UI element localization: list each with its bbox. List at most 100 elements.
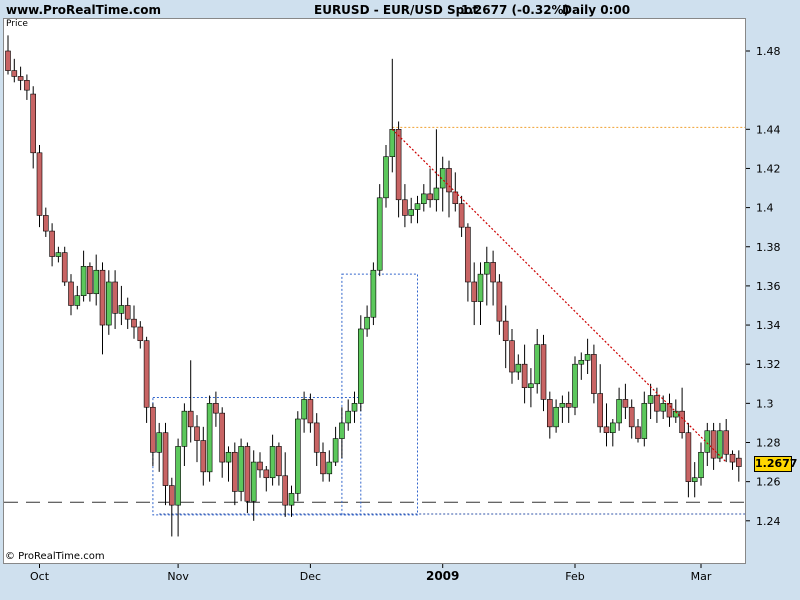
candle	[628, 399, 635, 439]
candle-body	[301, 399, 307, 420]
candle-body	[603, 426, 610, 434]
candle-body	[30, 93, 37, 154]
candle-body	[11, 70, 18, 77]
candle	[496, 274, 503, 335]
instrument-name: EURUSD - EUR/USD Spot	[314, 3, 479, 17]
candle	[150, 403, 156, 466]
candle	[370, 262, 377, 326]
candle-body	[351, 403, 358, 412]
candle	[395, 121, 402, 218]
candle	[143, 336, 150, 423]
candle-body	[635, 426, 641, 439]
candle-body	[169, 485, 175, 506]
candle	[238, 438, 244, 502]
x-tick-label: Nov	[167, 570, 189, 583]
candle	[276, 442, 282, 486]
candle	[320, 442, 326, 482]
candle-body	[477, 273, 484, 302]
candle-body	[219, 412, 225, 463]
candle	[717, 422, 723, 463]
candle	[698, 442, 704, 486]
candle	[483, 246, 490, 306]
candle-body	[496, 281, 503, 322]
candle-body	[194, 426, 200, 441]
candle-body	[540, 344, 547, 400]
candle	[509, 328, 515, 384]
candle-body	[112, 281, 118, 314]
candle	[339, 407, 345, 459]
candle	[641, 391, 648, 447]
y-tick-label: 1.28	[756, 437, 781, 450]
candle	[326, 450, 333, 482]
candle-body	[200, 440, 207, 473]
candle	[68, 274, 74, 316]
candle	[11, 58, 18, 83]
candle	[74, 285, 81, 310]
candle	[30, 86, 37, 169]
y-tick-label: 1.26	[756, 476, 781, 489]
candle-body	[68, 281, 74, 306]
candle-body	[118, 305, 125, 314]
candle	[106, 270, 112, 335]
candle-body	[666, 403, 673, 418]
candle-body	[339, 422, 345, 439]
candle	[282, 452, 289, 517]
candle	[200, 426, 207, 486]
candle-body	[458, 203, 465, 228]
candle	[553, 399, 559, 433]
y-tick-label: 1.48	[756, 45, 781, 58]
candle-body	[213, 403, 219, 414]
candle	[345, 399, 352, 431]
candle	[307, 393, 314, 433]
candle	[225, 446, 232, 482]
candle-body	[647, 395, 654, 404]
candle-body	[320, 451, 326, 475]
candle	[93, 254, 99, 306]
candle	[332, 426, 339, 466]
candle-body	[408, 209, 415, 216]
candle	[213, 391, 219, 427]
x-tick-label: Oct	[30, 570, 50, 583]
candle	[565, 391, 572, 423]
candle	[729, 450, 736, 470]
candle-body	[559, 403, 566, 408]
candle-body	[55, 252, 62, 257]
candle-body	[502, 320, 509, 342]
candle	[169, 477, 175, 537]
candle-body	[124, 305, 131, 320]
candle	[584, 338, 591, 374]
candle-body	[5, 50, 11, 71]
candle	[465, 223, 471, 302]
candle-body	[616, 399, 622, 424]
candle-body	[162, 432, 169, 486]
candle	[156, 422, 162, 472]
candle-body	[729, 453, 736, 463]
candle-body	[232, 451, 238, 492]
candle	[244, 442, 251, 513]
copyright-credit: © ProRealTime.com	[5, 551, 105, 562]
site-name[interactable]: www.ProRealTime.com	[6, 3, 161, 17]
period-label: Daily 0:00	[562, 3, 631, 17]
candle	[301, 391, 307, 433]
candle-body	[250, 461, 257, 502]
trendline	[391, 128, 727, 463]
candle	[603, 403, 610, 447]
candle-body	[609, 422, 616, 434]
candle-body	[452, 191, 459, 204]
candle	[635, 419, 641, 443]
candle-body	[150, 406, 156, 453]
candle	[175, 438, 181, 537]
y-tick-label: 1.44	[756, 123, 781, 136]
candle	[521, 344, 528, 404]
candle-body	[263, 469, 270, 479]
candle	[672, 399, 679, 423]
candle-body	[654, 395, 660, 412]
candle-body	[383, 156, 389, 199]
candle	[477, 262, 484, 326]
title-bar: www.ProRealTime.com EURUSD - EUR/USD Spo…	[0, 0, 800, 20]
candle-body	[93, 269, 99, 295]
y-tick-label: 1.38	[756, 241, 781, 254]
candle	[414, 195, 421, 224]
candle	[439, 156, 446, 212]
